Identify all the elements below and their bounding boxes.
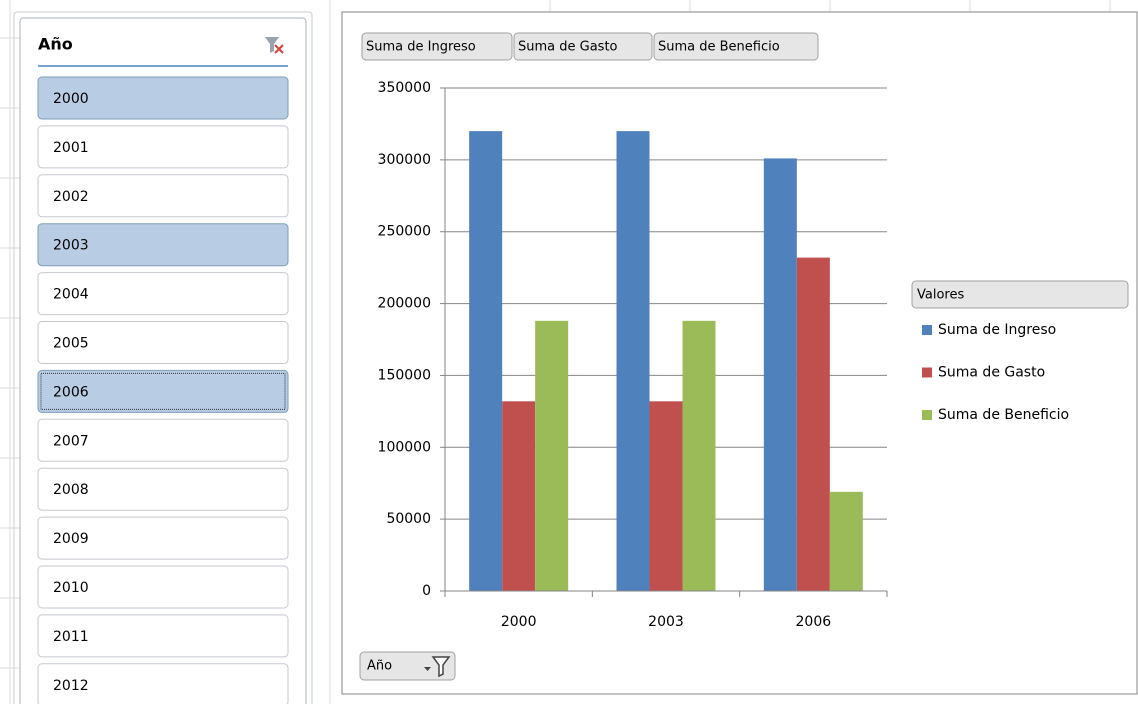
slicer-item-focus: [40, 372, 286, 410]
slicer-item-label: 2004: [53, 287, 89, 303]
legend-label: Suma de Ingreso: [938, 322, 1056, 338]
filter-icon: [431, 656, 451, 678]
slicer-item[interactable]: [37, 272, 289, 316]
slicer-item[interactable]: [37, 223, 289, 267]
legend-swatch: [922, 410, 932, 420]
clear-filter-icon[interactable]: [265, 37, 284, 54]
x-tick-label: 2006: [796, 614, 832, 630]
legend-swatch: [922, 367, 932, 378]
slicer-item-label: 2012: [53, 678, 89, 694]
slicer-item[interactable]: [37, 614, 289, 658]
slicer-item-label: 2001: [53, 140, 89, 156]
y-tick-label: 200000: [378, 296, 431, 312]
bar: [469, 131, 503, 591]
bar: [649, 401, 683, 591]
field-button-label: Suma de Beneficio: [658, 40, 780, 55]
legend-title: Valores: [917, 288, 964, 303]
slicer-item-label: 2006: [53, 384, 89, 400]
slicer-item-label: 2008: [53, 482, 89, 498]
legend-label: Suma de Beneficio: [938, 407, 1069, 423]
slicer-item[interactable]: [37, 125, 289, 169]
x-tick-label: 2003: [648, 614, 684, 630]
legend-title-button[interactable]: [911, 280, 1129, 309]
bar: [829, 491, 863, 591]
slicer-item[interactable]: [37, 565, 289, 609]
y-tick-label: 150000: [378, 367, 431, 383]
slicer-item-label: 2011: [53, 629, 89, 645]
slicer-selection-frame: [13, 11, 313, 704]
slicer-item-label: 2003: [53, 238, 89, 254]
bar: [535, 320, 569, 591]
y-tick-label: 0: [422, 583, 431, 599]
field-button-label: Suma de Ingreso: [366, 40, 476, 55]
legend-swatch: [922, 325, 932, 335]
y-tick-label: 250000: [378, 224, 431, 240]
slicer-item-label: 2000: [53, 91, 89, 107]
field-button[interactable]: [653, 32, 819, 61]
bar: [616, 131, 650, 591]
sheet-grid: [0, 0, 1111, 704]
slicer-item-label: 2009: [53, 531, 89, 547]
field-button-label: Suma de Gasto: [518, 40, 618, 55]
y-tick-label: 100000: [378, 439, 431, 455]
slicer-item-label: 2002: [53, 189, 89, 205]
slicer-item[interactable]: [37, 467, 289, 511]
slicer-item[interactable]: [37, 418, 289, 462]
slicer-item-label: 2005: [53, 336, 89, 352]
slicer-item[interactable]: [37, 516, 289, 560]
slicer-item[interactable]: [37, 174, 289, 218]
field-button[interactable]: [361, 32, 513, 61]
y-tick-label: 50000: [386, 511, 431, 527]
slicer-title: Año: [38, 35, 73, 54]
dropdown-arrow: [424, 667, 431, 671]
bar: [682, 320, 716, 591]
slicer-item[interactable]: [37, 321, 289, 364]
slicer-item[interactable]: [37, 76, 289, 120]
slicer-item-label: 2010: [53, 580, 89, 596]
legend-label: Suma de Gasto: [938, 365, 1045, 381]
y-tick-label: 350000: [378, 80, 431, 96]
x-tick-label: 2000: [501, 614, 537, 630]
field-button[interactable]: [513, 32, 653, 61]
axis-field-label: Año: [367, 659, 392, 674]
bar: [502, 401, 536, 591]
y-tick-label: 300000: [378, 152, 431, 168]
bar: [763, 158, 797, 592]
slicer-item[interactable]: [37, 369, 289, 413]
axis-field-button[interactable]: [359, 651, 456, 681]
bar: [796, 257, 830, 591]
slicer-item-label: 2007: [53, 433, 89, 449]
slicer-item[interactable]: [37, 663, 289, 704]
